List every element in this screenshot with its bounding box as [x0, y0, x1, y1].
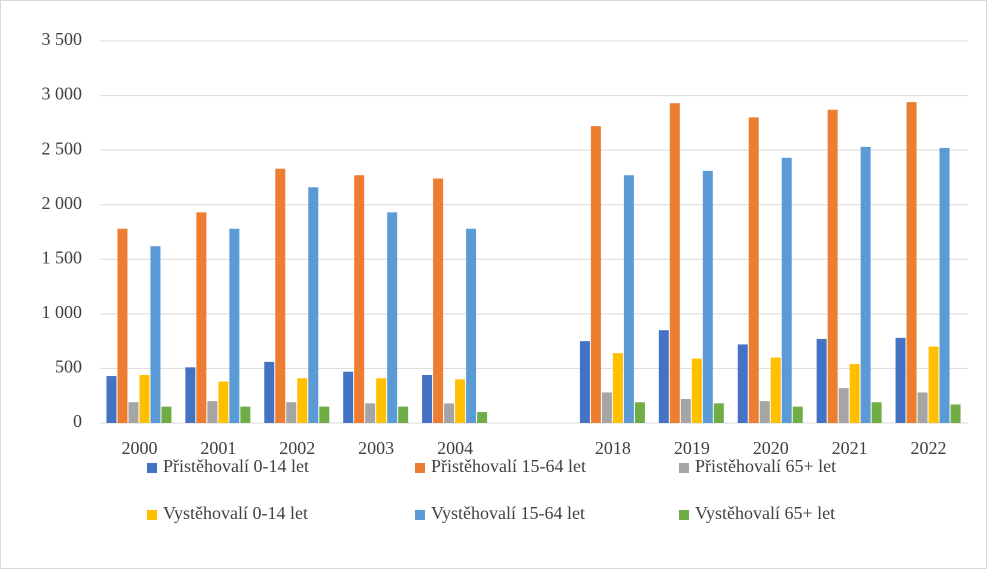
- bar: [308, 187, 319, 423]
- legend-swatch: [147, 463, 157, 473]
- y-tick-label: 2 500: [42, 138, 83, 158]
- bar: [713, 403, 724, 423]
- bar: [128, 402, 139, 423]
- legend-swatch: [147, 510, 157, 520]
- x-tick-label: 2001: [200, 438, 236, 458]
- bar: [939, 147, 950, 423]
- bar: [691, 358, 702, 423]
- bar: [928, 346, 939, 423]
- bar: [623, 175, 634, 423]
- x-tick-label: 2020: [753, 438, 789, 458]
- legend-label: Vystěhovalí 0-14 let: [163, 503, 308, 523]
- bar: [792, 406, 803, 423]
- bar: [161, 406, 172, 423]
- legend-label: Vystěhovalí 15-64 let: [431, 503, 585, 523]
- bar: [275, 168, 286, 423]
- y-tick-label: 0: [73, 411, 82, 431]
- bar: [365, 403, 376, 423]
- x-tick-label: 2019: [674, 438, 710, 458]
- y-tick-label: 1 000: [42, 302, 83, 322]
- bar: [895, 337, 906, 423]
- bar: [139, 374, 150, 423]
- bar: [849, 364, 860, 423]
- x-tick-label: 2021: [832, 438, 868, 458]
- bar: [196, 212, 207, 423]
- bar: [286, 402, 297, 423]
- bar: [601, 392, 612, 423]
- bar: [240, 406, 251, 423]
- bar: [860, 146, 871, 423]
- bar: [117, 228, 128, 423]
- bar: [433, 178, 444, 423]
- bar: [466, 228, 477, 423]
- bar: [669, 103, 680, 423]
- y-tick-label: 2 000: [42, 193, 83, 213]
- bar: [477, 412, 488, 423]
- bar: [950, 404, 961, 423]
- y-tick-label: 3 500: [42, 29, 83, 49]
- bar: [150, 246, 161, 423]
- bar: [702, 170, 713, 423]
- bar: [680, 398, 691, 423]
- bar: [297, 378, 308, 423]
- bar: [827, 109, 838, 423]
- legend-label: Přistěhovalí 65+ let: [695, 456, 836, 476]
- bar: [264, 361, 275, 423]
- legend-swatch: [415, 463, 425, 473]
- bar: [398, 406, 409, 423]
- bar: [816, 338, 827, 423]
- y-tick-label: 1 500: [42, 247, 83, 267]
- bar: [838, 388, 849, 423]
- bar: [917, 392, 928, 423]
- bar: [658, 330, 669, 423]
- legend-label: Přistěhovalí 15-64 let: [431, 456, 586, 476]
- bar: [455, 379, 466, 423]
- bar: [612, 353, 623, 423]
- bar: [748, 117, 759, 424]
- bar: [207, 401, 218, 423]
- legend-label: Přistěhovalí 0-14 let: [163, 456, 309, 476]
- y-tick-label: 3 000: [42, 84, 83, 104]
- bar: [387, 212, 398, 423]
- x-tick-label: 2002: [279, 438, 315, 458]
- bar: [871, 402, 882, 423]
- bar: [218, 381, 229, 423]
- bar: [590, 126, 601, 423]
- x-tick-label: 2022: [911, 438, 947, 458]
- bar: [319, 406, 330, 423]
- bar: [422, 374, 433, 423]
- x-tick-label: 2000: [121, 438, 157, 458]
- bar: [579, 341, 590, 423]
- bar: [906, 102, 917, 424]
- bar: [106, 376, 117, 423]
- bar: [444, 403, 455, 423]
- bar: [376, 378, 387, 423]
- bar: [781, 157, 792, 424]
- legend-swatch: [415, 510, 425, 520]
- x-tick-label: 2004: [437, 438, 473, 458]
- x-tick-label: 2003: [358, 438, 394, 458]
- bar: [343, 371, 354, 423]
- bar: [770, 357, 781, 423]
- bar: [229, 228, 240, 423]
- legend-swatch: [679, 510, 689, 520]
- bar: [634, 402, 645, 423]
- legend-swatch: [679, 463, 689, 473]
- bar: [354, 175, 365, 423]
- bar: [737, 344, 748, 423]
- x-tick-label: 2018: [595, 438, 631, 458]
- bar: [759, 401, 770, 423]
- bar: [185, 367, 196, 423]
- y-tick-label: 500: [55, 357, 82, 377]
- legend-label: Vystěhovalí 65+ let: [695, 503, 835, 523]
